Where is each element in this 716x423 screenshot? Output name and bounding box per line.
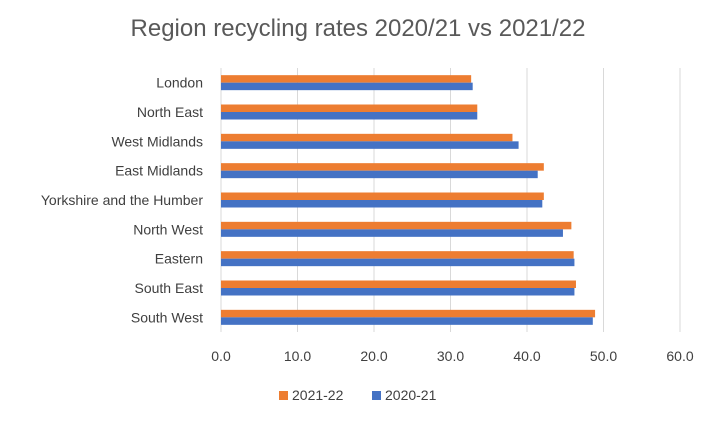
x-tick-label: 30.0 [437,348,464,364]
bar [221,141,519,149]
x-tick-label: 50.0 [590,348,617,364]
x-tick-label: 60.0 [666,348,693,364]
bar [221,170,538,179]
bar [221,75,472,83]
legend: 2021-22 2020-21 [279,387,437,403]
bar [221,251,574,259]
x-tick-label: 10.0 [284,348,311,364]
bars [221,75,596,325]
bar [221,229,563,237]
category-label: London [156,75,203,91]
bar [221,309,596,318]
category-label: Eastern [155,251,203,267]
x-tick-label: 40.0 [513,348,540,364]
legend-swatch [372,391,381,400]
bar [221,133,513,142]
legend-label: 2020-21 [385,387,437,403]
bar [221,258,575,267]
bar [221,112,478,120]
x-axis-ticks: 0.0 10.0 20.0 30.0 40.0 50.0 60.0 [211,348,694,364]
bar [221,200,543,208]
x-tick-label: 0.0 [211,348,231,364]
bar [221,192,544,200]
category-label: West Midlands [111,133,203,149]
chart-title: Region recycling rates 2020/21 vs 2021/2… [131,15,586,42]
bar [221,82,473,91]
bar [221,221,572,230]
legend-label: 2021-22 [292,387,344,403]
bar [221,288,575,296]
bar [221,163,544,171]
legend-swatch [279,391,288,400]
category-label: East Midlands [115,163,203,179]
category-label: North West [133,221,203,237]
category-label: Yorkshire and the Humber [41,192,203,208]
x-tick-label: 20.0 [360,348,387,364]
category-label: South West [131,309,203,325]
bar [221,317,593,325]
category-label: North East [137,104,203,120]
bar [221,104,478,112]
bar [221,280,576,288]
category-labels: London North East West Midlands East Midlan… [41,75,203,326]
category-label: South East [135,280,204,296]
